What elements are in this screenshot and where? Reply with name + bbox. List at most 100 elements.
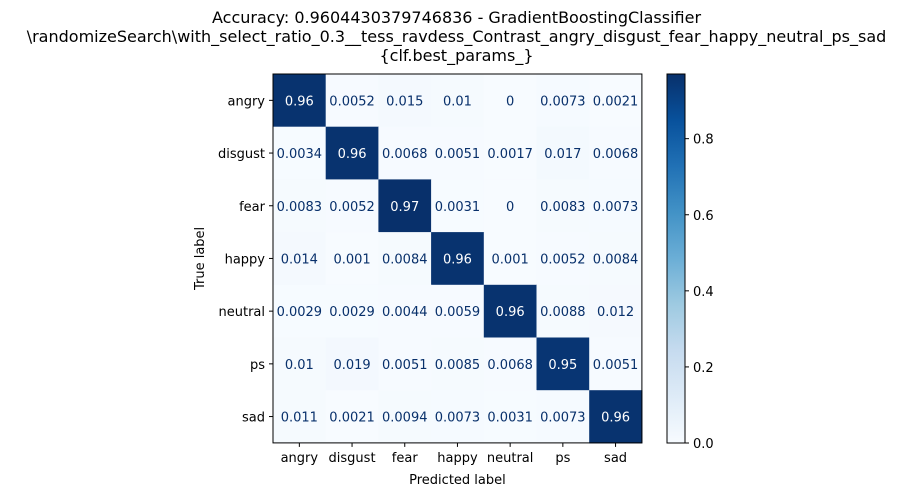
cell-label: 0.0083 [277, 200, 323, 215]
title-line: \randomizeSearch\with_select_ratio_0.3__… [27, 27, 887, 47]
cell-label: 0.0021 [593, 94, 639, 109]
cell-label: 0.015 [386, 94, 423, 109]
cell-label: 0.96 [443, 252, 472, 267]
cell-label: 0.0084 [382, 252, 428, 267]
heatmap-cell [273, 390, 327, 444]
x-tick-label: ps [555, 451, 570, 466]
heatmap-cell [431, 232, 485, 286]
heatmap-cell [536, 126, 590, 180]
x-tick-label: disgust [329, 451, 376, 466]
heatmap-cell [483, 74, 537, 128]
cell-label: 0.0088 [540, 305, 586, 320]
heatmap-cell [325, 232, 379, 286]
x-tick-label: happy [437, 451, 478, 466]
cell-label: 0.96 [601, 411, 630, 426]
cell-label: 0.001 [492, 252, 529, 267]
heatmap-cell [378, 337, 432, 391]
heatmap-cell [536, 74, 590, 128]
cell-label: 0.0094 [382, 411, 428, 426]
cell-label: 0.0083 [540, 200, 586, 215]
colorbar-tick-label: 0.6 [693, 209, 714, 224]
heatmap-cell [431, 337, 485, 391]
colorbar-tick-label: 0.4 [693, 285, 714, 300]
cell-label: 0.0029 [277, 305, 323, 320]
cell-label: 0.0073 [540, 411, 586, 426]
y-axis-label: True label [193, 227, 208, 291]
heatmap-cell [325, 126, 379, 180]
cell-label: 0.011 [281, 411, 318, 426]
cell-label: 0.96 [496, 305, 525, 320]
heatmap-cell [536, 337, 590, 391]
heatmap-cell [483, 179, 537, 233]
heatmap-cell [483, 284, 537, 338]
heatmap-cell [325, 284, 379, 338]
cell-label: 0.95 [548, 358, 577, 373]
cell-label: 0 [506, 94, 514, 109]
x-tick-label: angry [281, 451, 319, 466]
cell-label: 0.0031 [487, 411, 533, 426]
heatmap-cell [589, 337, 643, 391]
heatmap-cell [273, 74, 327, 128]
cell-label: 0.0034 [277, 147, 323, 162]
y-tick-label: angry [228, 94, 266, 109]
title-line: Accuracy: 0.9604430379746836 - GradientB… [212, 8, 701, 27]
heatmap-cell [589, 126, 643, 180]
heatmap-cell [325, 337, 379, 391]
cell-label: 0.0085 [435, 358, 481, 373]
heatmap-cell [273, 337, 327, 391]
y-axis-ticks: angry disgust fear happy neutral ps sad [218, 94, 273, 426]
cell-label: 0.0052 [329, 200, 375, 215]
y-tick-label: neutral [219, 305, 266, 320]
heatmap-cell [589, 179, 643, 233]
heatmap-cell [378, 284, 432, 338]
y-tick-label: sad [242, 411, 265, 426]
cell-label: 0.017 [544, 147, 581, 162]
cell-label: 0.96 [285, 94, 314, 109]
cell-label: 0.01 [285, 358, 314, 373]
heatmap-cell [273, 179, 327, 233]
x-tick-label: neutral [487, 451, 534, 466]
cell-label: 0.0068 [593, 147, 639, 162]
x-axis-ticks: angry disgust fear happy neutral ps sad [281, 442, 627, 466]
cell-label: 0 [506, 200, 514, 215]
heatmap-cell [536, 284, 590, 338]
cell-label: 0.0051 [593, 358, 639, 373]
cell-label: 0.0073 [540, 94, 586, 109]
y-tick-label: happy [225, 252, 266, 267]
cell-label: 0.97 [390, 200, 419, 215]
heatmap-cell [273, 126, 327, 180]
heatmap-cell [325, 74, 379, 128]
heatmap-cells: 0.96 0.0052 0.015 0.01 0 0.0073 0.0021 0.0034 0.… [273, 74, 643, 444]
colorbar-tick-label: 0.0 [693, 437, 714, 452]
heatmap-cell [483, 126, 537, 180]
heatmap-cell [431, 74, 485, 128]
title-line: {clf.best_params_} [379, 46, 533, 66]
heatmap-cell [431, 284, 485, 338]
heatmap-cell [273, 284, 327, 338]
colorbar-ticks: 0.0 0.2 0.4 0.6 0.8 [685, 133, 714, 452]
heatmap-cell [536, 232, 590, 286]
cell-label: 0.01 [443, 94, 472, 109]
heatmap-cell [589, 74, 643, 128]
heatmap-cell [378, 232, 432, 286]
y-tick-label: disgust [218, 147, 265, 162]
heatmap-cell [325, 179, 379, 233]
cell-label: 0.0073 [435, 411, 481, 426]
heatmap-cell [483, 232, 537, 286]
chart-title: Accuracy: 0.9604430379746836 - GradientB… [27, 8, 887, 66]
cell-label: 0.0068 [382, 147, 428, 162]
cell-label: 0.0052 [329, 94, 375, 109]
cell-label: 0.001 [333, 252, 370, 267]
heatmap-cell [483, 390, 537, 444]
cell-label: 0.0021 [329, 411, 375, 426]
cell-label: 0.0068 [487, 358, 533, 373]
cell-label: 0.0017 [487, 147, 533, 162]
cell-label: 0.0084 [593, 252, 639, 267]
cell-label: 0.0031 [435, 200, 481, 215]
colorbar [666, 73, 686, 444]
heatmap-cell [378, 74, 432, 128]
cell-label: 0.0052 [540, 252, 586, 267]
heatmap-cell [589, 232, 643, 286]
colorbar-tick-label: 0.8 [693, 133, 714, 148]
